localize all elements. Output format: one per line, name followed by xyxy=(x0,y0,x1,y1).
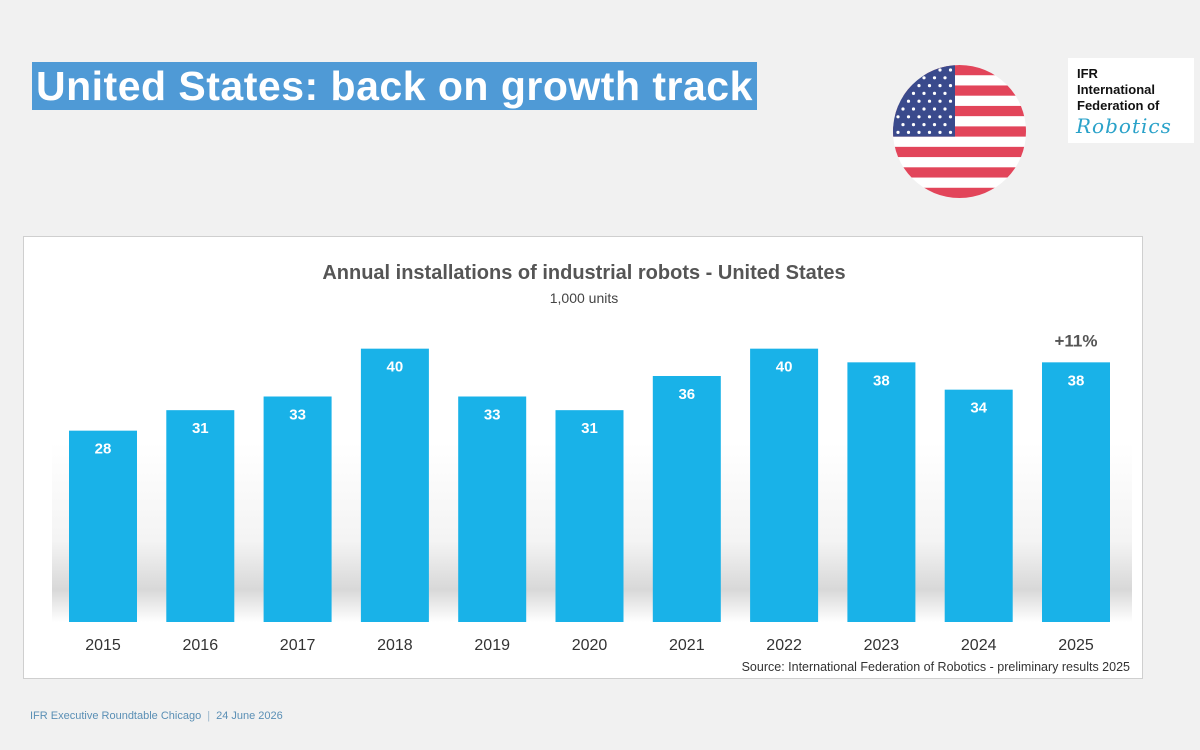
bar-2015 xyxy=(69,430,137,622)
bar-2020 xyxy=(555,410,624,622)
x-tick-2024: 2024 xyxy=(961,637,997,654)
us-flag-icon xyxy=(893,65,1026,198)
slide-title: United States: back on growth track xyxy=(32,62,757,110)
chart-subtitle: 1,000 units xyxy=(550,290,619,306)
data-label-2023: 38 xyxy=(873,372,890,389)
x-tick-2017: 2017 xyxy=(280,637,316,654)
data-label-2020: 31 xyxy=(581,420,598,437)
data-label-2022: 40 xyxy=(776,359,793,376)
x-tick-2025: 2025 xyxy=(1058,637,1094,654)
logo-line-federation: Federation of xyxy=(1077,98,1160,113)
x-tick-2023: 2023 xyxy=(864,637,900,654)
bar-2023 xyxy=(847,362,916,622)
chart-title: Annual installations of industrial robot… xyxy=(322,262,845,284)
bar-2022 xyxy=(750,348,819,622)
logo-line-ifr: IFR xyxy=(1077,66,1098,81)
x-tick-2016: 2016 xyxy=(183,637,219,654)
chart-panel: Annual installations of industrial robot… xyxy=(23,236,1143,679)
bar-2021 xyxy=(652,376,721,622)
growth-annotation: +11% xyxy=(1054,331,1097,350)
data-label-2025: 38 xyxy=(1068,372,1085,389)
data-label-2016: 31 xyxy=(192,420,209,437)
bar-2017 xyxy=(263,396,332,622)
data-label-2021: 36 xyxy=(678,386,695,403)
bar-2025 xyxy=(1042,362,1110,622)
bar-2019 xyxy=(458,396,527,622)
logo-line-international: International xyxy=(1077,82,1156,97)
bar-2024 xyxy=(944,389,1013,622)
data-label-2015: 28 xyxy=(95,441,112,458)
chart-source: Source: International Federation of Robo… xyxy=(742,660,1130,674)
logo-robotics-script: Robotics xyxy=(1076,114,1172,138)
x-tick-2021: 2021 xyxy=(669,637,705,654)
data-label-2019: 33 xyxy=(484,407,501,424)
x-tick-2018: 2018 xyxy=(377,637,413,654)
bar-chart: Annual installations of industrial robot… xyxy=(52,262,1132,674)
bar-2018 xyxy=(360,348,429,622)
x-tick-2015: 2015 xyxy=(85,637,121,654)
footer-event: IFR Executive Roundtable Chicago xyxy=(30,710,202,722)
data-label-2024: 34 xyxy=(970,400,987,417)
slide-footer: IFR Executive Roundtable Chicago | 24 June… xyxy=(30,710,283,722)
data-label-2018: 40 xyxy=(387,359,404,376)
footer-date: 24 June 2026 xyxy=(216,710,283,722)
x-tick-2019: 2019 xyxy=(474,637,510,654)
data-label-2017: 33 xyxy=(289,407,306,424)
bar-2016 xyxy=(166,410,235,622)
ifr-logo: IFR International Federation of Robotics xyxy=(1068,58,1194,143)
x-tick-2020: 2020 xyxy=(572,637,608,654)
footer-separator: | xyxy=(207,710,211,722)
x-tick-2022: 2022 xyxy=(766,637,802,654)
